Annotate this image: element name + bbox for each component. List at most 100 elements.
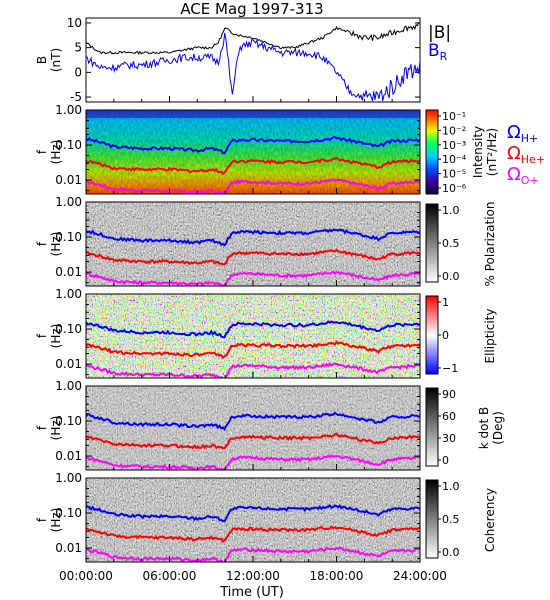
gyro-line-h [86,320,420,339]
colorbar-title: Intensity [471,126,485,178]
colorbar-tick-label: 0.0 [442,546,460,559]
figure-title: ACE Mag 1997-313 [180,0,323,18]
gyro-legend-sub: O+ [521,174,539,187]
colorbar-tick-label: 1.0 [442,480,460,493]
colorbar-tick-label: 30 [442,432,456,445]
colorbar-tick-label: 10⁻⁵ [442,168,466,181]
y-tick-label: 5 [74,41,82,55]
gyro-line-h [86,411,420,431]
y-tick-label: 1.00 [55,287,82,301]
gyro-line-he [86,432,420,450]
colorbar-tick-label: 1.0 [442,204,460,217]
panel-coherency: 1.00 0.10 0.01 f(Hz) 1.0 0.5 0.0 Coherency [35,471,497,563]
colorbar-intensity [425,109,439,195]
spectrogram-texture [86,202,420,286]
gyro-legend-item: ΩO+ [507,164,539,187]
legend-b-r-main: B [428,41,440,61]
y-tick-label: 0.10 [55,322,82,336]
colorbar-tick-label: 0.5 [442,237,460,250]
colorbar-tick-label: 10⁻⁶ [442,182,467,195]
gyro-legend-sub: H+ [521,132,539,145]
y-axis-label-unit: (Hz) [49,416,63,441]
spectrogram-image [86,110,420,194]
panel-intensity: 1.00 0.10 0.01 f(Hz) 10⁻¹10⁻² 10⁻³10⁻⁴ 10⁻⁵10⁻… [35,103,499,195]
y-tick-label: 0.01 [55,541,82,555]
gyro-legend-symbol: Ω [507,122,521,143]
time-tick-label: 24:00:00 [393,569,447,583]
colorbar-polarization [425,203,439,283]
gyro-line-he [86,156,420,176]
time-tick-label: 06:00:00 [143,569,197,583]
y-axis-label-name: f [35,425,49,430]
y-axis-label-name: f [35,241,49,246]
y-axis-label: f(Hz) [35,324,63,349]
colorbar-title: Coherency [483,488,497,552]
colorbar-tick-label: 10⁻² [442,124,466,137]
colorbar-title-kdotb: k dot B(Deg) [477,407,505,449]
spectrogram-image [86,478,420,562]
y-tick-label: 0.10 [55,506,82,520]
gyro-legend-sub: He+ [521,153,545,166]
y-tick-label: -5 [70,90,82,104]
colorbar-title: Ellipticity [483,309,497,364]
spectrogram-image [86,386,420,470]
gyro-line-he [86,340,420,360]
y-tick-label: 0.10 [55,414,82,428]
legend-b-r: BR [428,41,448,63]
colorbar-title-intensity: Intensity(nT²/Hz) [471,126,499,178]
gyro-line-h [86,135,420,155]
y-tick-label: 10 [67,16,82,30]
gyro-line-he [86,525,420,544]
y-axis-label: f(Hz) [35,416,63,441]
colorbar-tick-label: 10⁻³ [442,139,466,152]
y-tick-label: 0.01 [55,173,82,187]
panel-y-ticks: 10 5 0 -5 B(nT) [35,16,421,104]
colorbar-tick-label: 1 [442,296,449,309]
colorbar-title-ellipticity: Ellipticity [483,309,497,364]
y-tick-label: 0.10 [55,138,82,152]
gyro-legend-item: ΩH+ [507,122,538,145]
colorbar-tick-label: 0.0 [442,270,460,283]
colorbar-tick-label: −1 [442,362,458,375]
y-axis-label: f(Hz) [35,232,63,257]
panel-polarization: 1.00 0.10 0.01 f(Hz) 1.0 0.5 0.0 % Polarization [35,195,497,287]
spectrogram-image [86,294,420,378]
y-axis-label-name: f [35,517,49,522]
colorbar-tick-label: 0.5 [442,513,460,526]
y-axis-label-name: f [35,333,49,338]
gyro-legend-symbol: Ω [507,164,521,185]
panel-kdotb: 1.00 0.10 0.01 f(Hz) 90 60 30 0 k dot B(Deg) [35,379,505,471]
y-axis-label-unit: (Hz) [49,508,63,533]
colorbar-title-coherency: Coherency [483,488,497,552]
y-tick-label: 0.01 [55,357,82,371]
y-axis-label-name: B [35,56,49,64]
y-tick-label: 1.00 [55,195,82,209]
colorbar-coherency [425,479,439,559]
y-tick-label: 0 [74,65,82,79]
colorbar-tick-label: 0 [442,454,449,467]
y-axis-label-unit: (Hz) [49,232,63,257]
spectrogram-texture [86,294,420,378]
spectrogram-panels: 1.000.100.01f(Hz)10⁻¹10⁻²10⁻³10⁻⁴10⁻⁵10⁻… [35,103,505,563]
y-tick-label: 1.00 [55,379,82,393]
series-line-b-total [85,22,421,55]
time-axis-label: Time (UT) [219,585,284,600]
legend-b-total: |B| [428,23,451,43]
gyro-line-h [86,503,420,523]
gyro-line-o [86,362,420,378]
colorbar-title: k dot B [477,407,491,449]
y-axis-label-unit: (nT) [49,48,63,72]
y-axis-label-unit: (Hz) [49,324,63,349]
series-line-b-r [85,32,421,102]
colorbar-title-polarization: % Polarization [483,202,497,287]
gyro-line-o [86,270,420,286]
colorbar-tick-label: 10⁻¹ [442,110,466,123]
gyro-line-he [86,248,420,266]
colorbar-tick-label: 0 [442,329,449,342]
colorbar-unit: (Deg) [491,411,505,445]
y-tick-label: 1.00 [55,103,82,117]
y-axis-label: f(Hz) [35,508,63,533]
legend-b-r-sub: R [440,50,448,63]
